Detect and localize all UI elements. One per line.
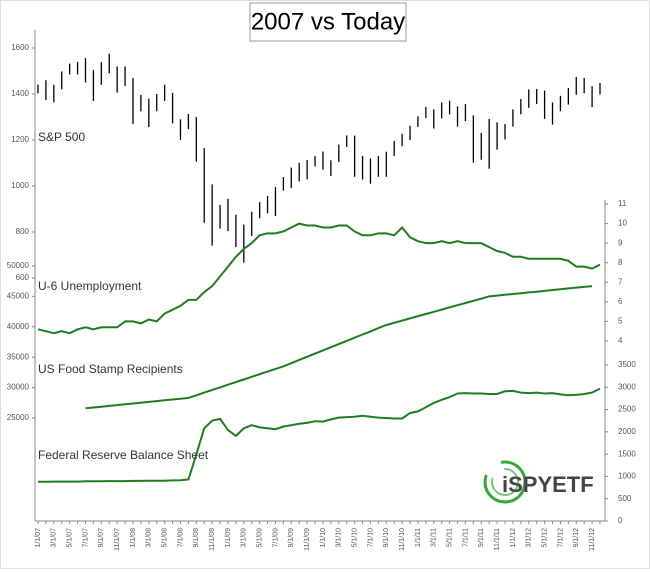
y-tick-label: 3000 <box>618 382 636 391</box>
x-tick-label: 11/1/11 <box>494 528 501 550</box>
x-tick-label: 9/1/08 <box>193 528 200 548</box>
series-label: U-6 Unemployment <box>38 279 142 293</box>
x-tick-label: 11/1/10 <box>399 528 406 551</box>
x-tick-label: 1/1/12 <box>510 528 517 548</box>
x-tick-label: 9/1/09 <box>288 528 295 548</box>
logo-ring <box>491 468 519 496</box>
x-tick-label: 11/1/09 <box>304 528 311 551</box>
x-tick-label: 5/1/07 <box>67 528 74 548</box>
x-tick-label: 9/1/11 <box>478 528 485 547</box>
series-label: S&P 500 <box>38 130 85 144</box>
logo-text: iSPYETF <box>502 472 594 497</box>
x-tick-label: 9/1/10 <box>383 528 390 548</box>
x-tick-label: 7/1/12 <box>557 528 564 548</box>
series-label: Federal Reserve Balance Sheet <box>38 448 209 462</box>
y-tick-label: 45000 <box>7 292 30 301</box>
y-tick-label: 35000 <box>7 352 30 361</box>
y-tick-label: 4 <box>618 336 623 345</box>
x-tick-label: 1/1/10 <box>320 528 327 548</box>
y-tick-label: 25000 <box>7 413 30 422</box>
y-tick-label: 2500 <box>618 405 636 414</box>
x-tick-label: 5/1/08 <box>161 528 168 548</box>
x-tick-label: 3/1/12 <box>526 528 533 548</box>
y-tick-label: 7 <box>618 277 623 286</box>
y-tick-label: 600 <box>16 273 30 282</box>
x-tick-label: 1/1/09 <box>225 528 232 548</box>
y-tick-label: 1400 <box>11 89 29 98</box>
y-tick-label: 3500 <box>618 360 636 369</box>
x-tick-label: 1/1/11 <box>415 528 422 547</box>
title-box <box>249 2 407 42</box>
x-tick-label: 3/1/08 <box>146 528 153 548</box>
y-tick-label: 10 <box>618 219 627 228</box>
x-tick-label: 3/1/10 <box>336 528 343 548</box>
y-tick-label: 1500 <box>618 449 636 458</box>
y-tick-label: 1200 <box>11 135 29 144</box>
x-tick-label: 7/1/07 <box>82 528 89 548</box>
series-line <box>85 285 593 410</box>
x-tick-label: 9/1/07 <box>98 528 105 548</box>
x-tick-label: 3/1/11 <box>431 528 438 547</box>
x-tick-label: 11/1/08 <box>209 528 216 551</box>
series-line <box>37 222 601 335</box>
x-tick-label: 7/1/08 <box>177 528 184 548</box>
y-tick-label: 5 <box>618 317 623 326</box>
y-tick-label: 11 <box>618 199 627 208</box>
y-tick-label: 1000 <box>618 472 636 481</box>
y-tick-label: 9 <box>618 238 623 247</box>
x-tick-label: 11/1/07 <box>114 528 121 551</box>
chart-title: 2007 vs Today <box>251 8 405 35</box>
x-tick-label: 5/1/12 <box>541 528 548 548</box>
x-tick-label: 9/1/12 <box>573 528 580 548</box>
y-tick-label: 500 <box>618 494 632 503</box>
logo-ring <box>483 460 527 504</box>
y-tick-label: 8 <box>618 258 623 267</box>
x-tick-label: 5/1/10 <box>351 528 358 548</box>
x-tick-label: 5/1/11 <box>446 528 453 547</box>
y-tick-label: 30000 <box>7 383 30 392</box>
x-tick-label: 1/1/07 <box>35 528 42 548</box>
y-tick-label: 50000 <box>7 261 30 270</box>
y-tick-label: 40000 <box>7 322 30 331</box>
y-tick-label: 6 <box>618 297 623 306</box>
series-label: US Food Stamp Recipients <box>38 362 183 376</box>
x-tick-label: 3/1/07 <box>51 528 58 548</box>
series-line <box>38 387 601 483</box>
x-tick-label: 1/1/08 <box>130 528 137 548</box>
y-tick-label: 0 <box>618 516 623 525</box>
y-tick-label: 2000 <box>618 427 636 436</box>
y-tick-label: 1600 <box>11 43 29 52</box>
logo: iSPYETF <box>483 460 594 504</box>
x-tick-label: 7/1/09 <box>272 528 279 548</box>
x-tick-label: 7/1/10 <box>367 528 374 548</box>
x-tick-label: 7/1/11 <box>462 528 469 547</box>
x-tick-label: 5/1/09 <box>256 528 263 548</box>
x-tick-label: 3/1/09 <box>241 528 248 548</box>
y-tick-label: 1000 <box>11 181 29 190</box>
y-tick-label: 800 <box>16 227 30 236</box>
x-tick-label: 11/1/12 <box>589 528 596 551</box>
